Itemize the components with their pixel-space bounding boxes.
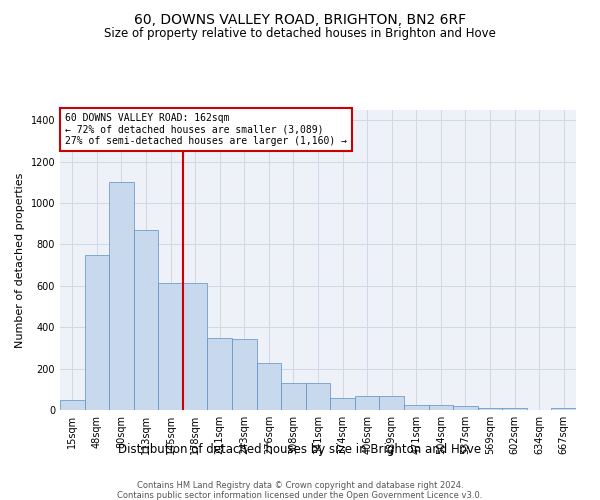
- Bar: [379, 396, 404, 410]
- Text: Contains public sector information licensed under the Open Government Licence v3: Contains public sector information licen…: [118, 491, 482, 500]
- Bar: [85, 255, 109, 410]
- Text: 60, DOWNS VALLEY ROAD, BRIGHTON, BN2 6RF: 60, DOWNS VALLEY ROAD, BRIGHTON, BN2 6RF: [134, 12, 466, 26]
- Bar: [60, 400, 85, 410]
- Bar: [134, 230, 158, 410]
- Bar: [158, 283, 183, 410]
- Text: Distribution of detached houses by size in Brighton and Hove: Distribution of detached houses by size …: [118, 442, 482, 456]
- Bar: [232, 338, 257, 410]
- Bar: [208, 338, 232, 410]
- Bar: [109, 182, 134, 410]
- Bar: [281, 383, 306, 410]
- Bar: [428, 405, 453, 410]
- Bar: [551, 408, 576, 410]
- Text: Size of property relative to detached houses in Brighton and Hove: Size of property relative to detached ho…: [104, 28, 496, 40]
- Bar: [257, 364, 281, 410]
- Bar: [330, 398, 355, 410]
- Bar: [183, 283, 208, 410]
- Y-axis label: Number of detached properties: Number of detached properties: [15, 172, 25, 348]
- Bar: [478, 408, 502, 410]
- Text: Contains HM Land Registry data © Crown copyright and database right 2024.: Contains HM Land Registry data © Crown c…: [137, 481, 463, 490]
- Bar: [306, 383, 330, 410]
- Bar: [453, 406, 478, 410]
- Bar: [355, 396, 379, 410]
- Text: 60 DOWNS VALLEY ROAD: 162sqm
← 72% of detached houses are smaller (3,089)
27% of: 60 DOWNS VALLEY ROAD: 162sqm ← 72% of de…: [65, 113, 347, 146]
- Bar: [404, 405, 428, 410]
- Bar: [502, 408, 527, 410]
